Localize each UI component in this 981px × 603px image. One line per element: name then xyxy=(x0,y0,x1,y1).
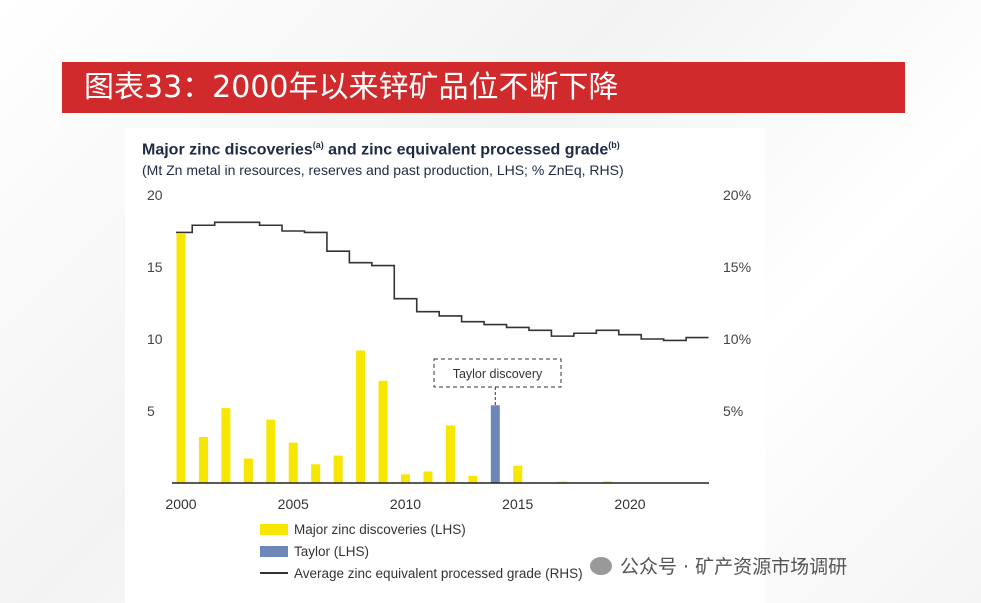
discovery-bar xyxy=(311,464,321,483)
x-tick-label: 2005 xyxy=(278,496,309,512)
slide-title-banner: 图表33：2000年以来锌矿品位不断下降 xyxy=(62,62,905,113)
legend-line xyxy=(260,572,288,574)
legend-label: Major zinc discoveries (LHS) xyxy=(294,521,466,537)
x-tick-label: 2000 xyxy=(165,496,196,512)
legend-item-taylor: Taylor (LHS) xyxy=(260,540,583,562)
legend-swatch xyxy=(260,545,288,557)
discovery-bar xyxy=(513,465,523,483)
legend-label: Average zinc equivalent processed grade … xyxy=(294,565,583,581)
discovery-bar xyxy=(356,350,366,483)
discovery-bar xyxy=(423,471,433,483)
discovery-bar xyxy=(221,408,231,483)
y-tick-label: 15 xyxy=(147,259,163,275)
y2-tick-label: 15% xyxy=(723,259,751,275)
wechat-icon xyxy=(590,556,612,575)
discovery-bar xyxy=(176,233,186,483)
chart-title-text-2: and zinc equivalent processed grade xyxy=(323,141,609,159)
annotation-label: Taylor discovery xyxy=(453,367,543,381)
footnote-a: (a) xyxy=(312,140,324,150)
y2-tick-label: 10% xyxy=(723,331,751,347)
footnote-b: (b) xyxy=(608,140,620,150)
discovery-bar xyxy=(468,475,478,483)
discovery-bar xyxy=(333,455,343,483)
chart-subtitle: (Mt Zn metal in resources, reserves and … xyxy=(142,162,624,178)
x-tick-label: 2010 xyxy=(390,496,421,512)
x-tick-label: 2015 xyxy=(502,496,533,512)
legend-swatch xyxy=(260,523,288,535)
discovery-bar xyxy=(243,458,253,483)
discovery-bar xyxy=(288,442,298,483)
watermark: 公众号 · 矿产资源市场调研 xyxy=(590,552,847,579)
y-tick-label: 20 xyxy=(147,187,163,203)
y-tick-label: 5 xyxy=(147,403,155,419)
x-tick-label: 2020 xyxy=(614,496,645,512)
discovery-bar xyxy=(445,425,455,483)
y2-tick-label: 5% xyxy=(723,403,743,419)
legend-label: Taylor (LHS) xyxy=(294,543,370,559)
grade-line xyxy=(176,221,709,342)
discovery-bar xyxy=(198,436,208,483)
chart-title-text: Major zinc discoveries xyxy=(142,141,313,159)
discovery-bar xyxy=(378,380,388,483)
discovery-bar xyxy=(401,474,410,483)
legend-item-grade: Average zinc equivalent processed grade … xyxy=(260,562,583,584)
annotation-box xyxy=(433,358,562,388)
y-tick-label: 10 xyxy=(147,331,163,347)
chart-title: Major zinc discoveries(a) and zinc equiv… xyxy=(142,140,620,159)
watermark-text: 公众号 · 矿产资源市场调研 xyxy=(620,556,848,578)
legend-item-discoveries: Major zinc discoveries (LHS) xyxy=(260,518,583,540)
y2-tick-label: 20% xyxy=(723,187,751,203)
discovery-bar xyxy=(266,419,276,483)
taylor-bar xyxy=(490,405,500,483)
legend: Major zinc discoveries (LHS) Taylor (LHS… xyxy=(260,518,583,584)
